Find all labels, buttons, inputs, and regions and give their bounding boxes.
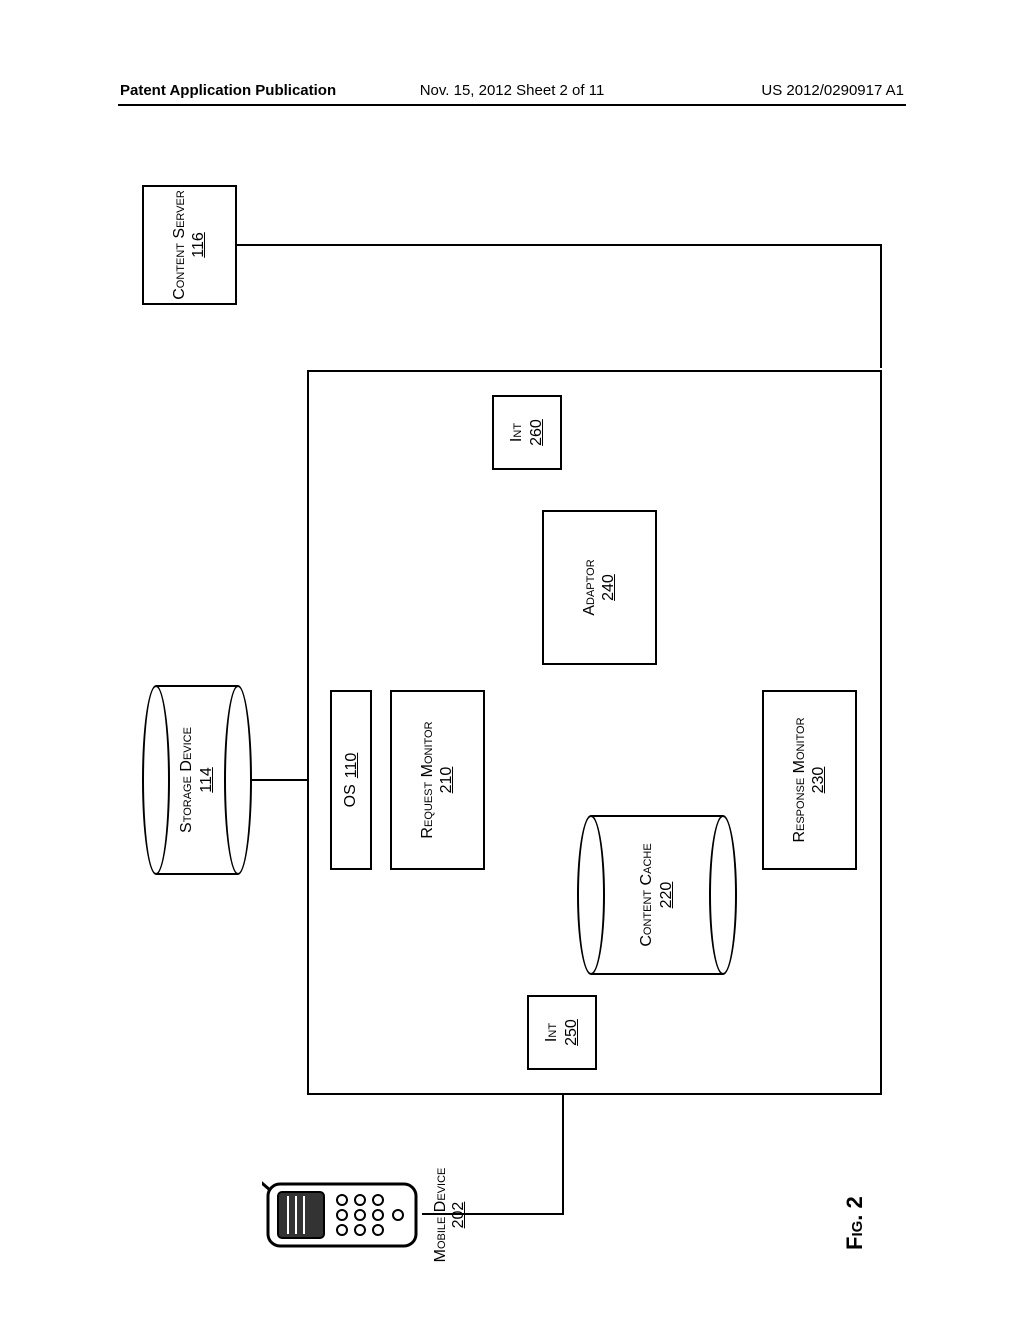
content-cache-cylinder: Content Cache 220 — [577, 815, 737, 975]
figure-caption: Fig. 2 — [842, 1196, 868, 1250]
storage-device-cylinder: Storage Device 114 — [142, 685, 252, 875]
patent-page: Patent Application Publication Nov. 15, … — [0, 0, 1024, 1320]
response-monitor-ref: 230 — [810, 767, 828, 794]
connector-server-to-main — [237, 244, 882, 246]
content-cache-ref: 220 — [658, 843, 676, 946]
storage-device-ref: 114 — [198, 727, 216, 833]
mobile-device-label-block: Mobile Device 202 — [432, 1160, 468, 1270]
request-monitor-ref: 210 — [438, 767, 456, 794]
adaptor-box: Adaptor 240 — [542, 510, 657, 665]
int-250-box: Int 250 — [527, 995, 597, 1070]
storage-device-label: Storage Device — [178, 727, 196, 833]
int-250-ref: 250 — [563, 1019, 581, 1046]
connector-mobile-to-int250 — [562, 1095, 564, 1170]
mobile-device-icon — [262, 1170, 422, 1260]
content-server-ref: 116 — [190, 232, 208, 258]
header-center: Nov. 15, 2012 Sheet 2 of 11 — [420, 82, 605, 99]
request-monitor-label: Request Monitor — [419, 721, 437, 838]
header-rule — [118, 104, 906, 106]
connector-mobile-right — [562, 1168, 564, 1215]
content-server-label: Content Server — [171, 190, 189, 300]
page-header: Patent Application Publication Nov. 15, … — [0, 82, 1024, 99]
os-ref: 110 — [343, 753, 361, 779]
int-260-box: Int 260 — [492, 395, 562, 470]
mobile-device-ref: 202 — [450, 1160, 468, 1270]
figure-2: Content Server 116 Storage Device 114 OS… — [122, 170, 902, 1270]
content-cache-label: Content Cache — [638, 843, 656, 946]
os-label: OS — [342, 784, 360, 807]
request-monitor-box: Request Monitor 210 — [390, 690, 485, 870]
connector-server-to-main-h — [880, 244, 882, 368]
response-monitor-label: Response Monitor — [791, 717, 809, 842]
response-monitor-box: Response Monitor 230 — [762, 690, 857, 870]
int-250-label: Int — [543, 1023, 561, 1042]
connector-mobile-up — [422, 1213, 564, 1215]
connector-storage-to-os — [250, 779, 307, 781]
adaptor-label: Adaptor — [581, 559, 599, 615]
os-box: OS 110 — [330, 690, 372, 870]
content-server-box: Content Server 116 — [142, 185, 237, 305]
mobile-device-label: Mobile Device — [432, 1160, 450, 1270]
header-left: Patent Application Publication — [120, 82, 336, 99]
int-260-ref: 260 — [528, 419, 546, 446]
int-260-label: Int — [508, 423, 526, 442]
header-right: US 2012/0290917 A1 — [761, 82, 904, 99]
adaptor-ref: 240 — [600, 574, 618, 601]
